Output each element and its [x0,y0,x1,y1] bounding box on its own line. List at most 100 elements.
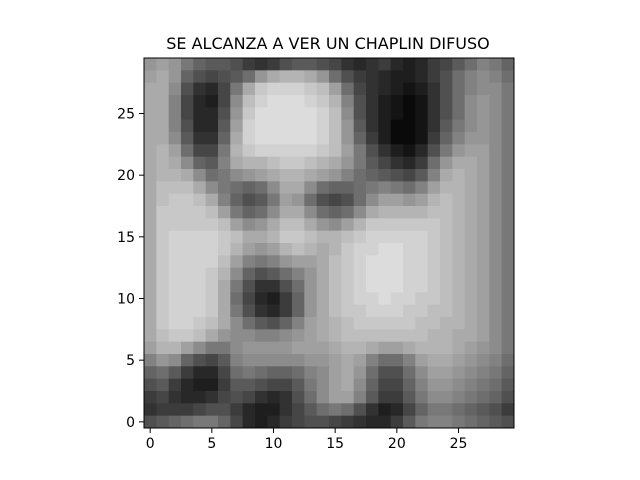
heatmap-cell [501,169,515,182]
heatmap-cell [501,119,515,133]
heatmap-cell [292,329,305,343]
heatmap-cell [341,119,355,133]
heatmap-cell [415,415,429,429]
heatmap-cell [230,403,244,417]
heatmap-cell [415,403,429,417]
heatmap-cell [242,341,256,355]
heatmap-cell [415,354,429,367]
heatmap-cell [477,82,490,96]
heatmap-cell [181,206,194,219]
heatmap-cell [427,317,441,330]
heatmap-cell [341,132,355,145]
heatmap-cell [353,329,367,343]
heatmap-cell [218,378,231,392]
heatmap-cell [267,82,281,96]
heatmap-cell [341,391,355,404]
heatmap-cell [378,70,392,84]
heatmap-cell [242,218,256,232]
heatmap-cell [366,206,379,219]
heatmap-cell [205,82,219,96]
heatmap-cell [403,206,416,219]
heatmap-cell [156,58,170,71]
heatmap-cell [304,317,318,330]
heatmap-cell [181,218,194,232]
heatmap-cell [390,243,404,256]
heatmap-cell [329,82,342,96]
heatmap-cell [341,267,355,281]
heatmap-cell [205,169,219,182]
heatmap-cell [489,317,503,330]
heatmap-cell [329,403,342,417]
heatmap-cell [489,366,503,380]
heatmap-cell [501,230,515,244]
heatmap-cell [366,181,379,195]
heatmap-cell [156,292,170,306]
heatmap-cell [415,82,429,96]
heatmap-cell [403,132,416,145]
heatmap-cell [205,193,219,207]
heatmap-cell [477,206,490,219]
heatmap-cell [477,304,490,318]
heatmap-cell [267,169,281,182]
heatmap-cell [329,304,342,318]
heatmap-cell [452,292,466,306]
heatmap-cell [255,292,268,306]
heatmap-cell [415,391,429,404]
heatmap-cell [267,267,281,281]
heatmap-cell [144,341,157,355]
heatmap-cell [378,132,392,145]
heatmap-cell [501,193,515,207]
heatmap-cell [316,193,330,207]
heatmap-cell [292,341,305,355]
heatmap-cell [390,181,404,195]
heatmap-cell [292,181,305,195]
heatmap-cell [292,169,305,182]
heatmap-cell [181,107,194,121]
heatmap-cell [353,58,367,71]
heatmap-cell [205,95,219,108]
heatmap-cell [477,378,490,392]
heatmap-cell [181,255,194,269]
heatmap-cell [144,317,157,330]
heatmap-cell [489,391,503,404]
heatmap-cell [415,267,429,281]
heatmap-cell [255,415,268,429]
heatmap-cell [464,403,478,417]
heatmap-cell [156,218,170,232]
heatmap-cell [292,304,305,318]
heatmap-cell [477,181,490,195]
x-tick-label: 25 [450,436,468,452]
heatmap-cell [341,243,355,256]
heatmap-cell [168,292,182,306]
heatmap-cell [464,70,478,84]
heatmap-cell [242,193,256,207]
heatmap-cell [501,304,515,318]
y-tick-label: 25 [117,107,135,123]
heatmap-cell [218,107,231,121]
heatmap-cell [156,230,170,244]
heatmap-cell [230,156,244,170]
heatmap-cell [168,107,182,121]
heatmap-cell [366,144,379,158]
heatmap-cell [255,341,268,355]
heatmap-cell [415,144,429,158]
heatmap-cell [329,144,342,158]
heatmap-cell [304,267,318,281]
heatmap-cell [255,317,268,330]
heatmap-cell [390,255,404,269]
heatmap-cell [452,132,466,145]
y-tick-label: 0 [126,415,135,431]
heatmap-cell [218,82,231,96]
heatmap-cell [464,329,478,343]
heatmap-cell [242,304,256,318]
heatmap-cell [144,415,157,429]
heatmap-cell [353,82,367,96]
heatmap-cell [181,378,194,392]
heatmap-cell [464,317,478,330]
heatmap-cell [193,218,207,232]
heatmap-cell [218,193,231,207]
heatmap-cell [501,82,515,96]
heatmap-cell [390,341,404,355]
heatmap-cell [415,156,429,170]
heatmap-cell [329,292,342,306]
